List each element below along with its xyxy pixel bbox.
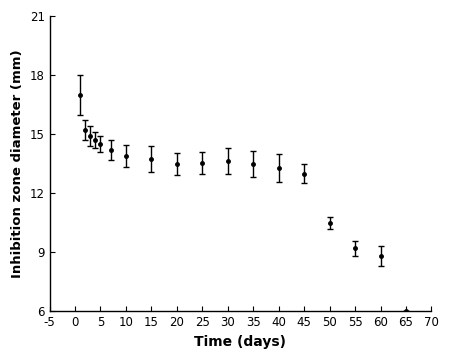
Y-axis label: Inhibition zone diameter (mm): Inhibition zone diameter (mm) [11, 49, 24, 278]
X-axis label: Time (days): Time (days) [194, 335, 287, 349]
